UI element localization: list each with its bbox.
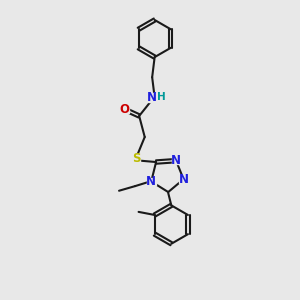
Bar [147, 178, 156, 185]
Text: N: N [178, 173, 189, 186]
Bar [172, 157, 180, 164]
Text: N: N [171, 154, 181, 167]
Bar [179, 176, 188, 183]
Bar [148, 93, 161, 102]
Text: N: N [146, 91, 157, 104]
Bar [132, 154, 140, 162]
Text: N: N [146, 175, 156, 188]
Text: O: O [119, 103, 129, 116]
Bar [120, 105, 129, 113]
Text: H: H [157, 92, 166, 102]
Text: S: S [132, 152, 140, 164]
